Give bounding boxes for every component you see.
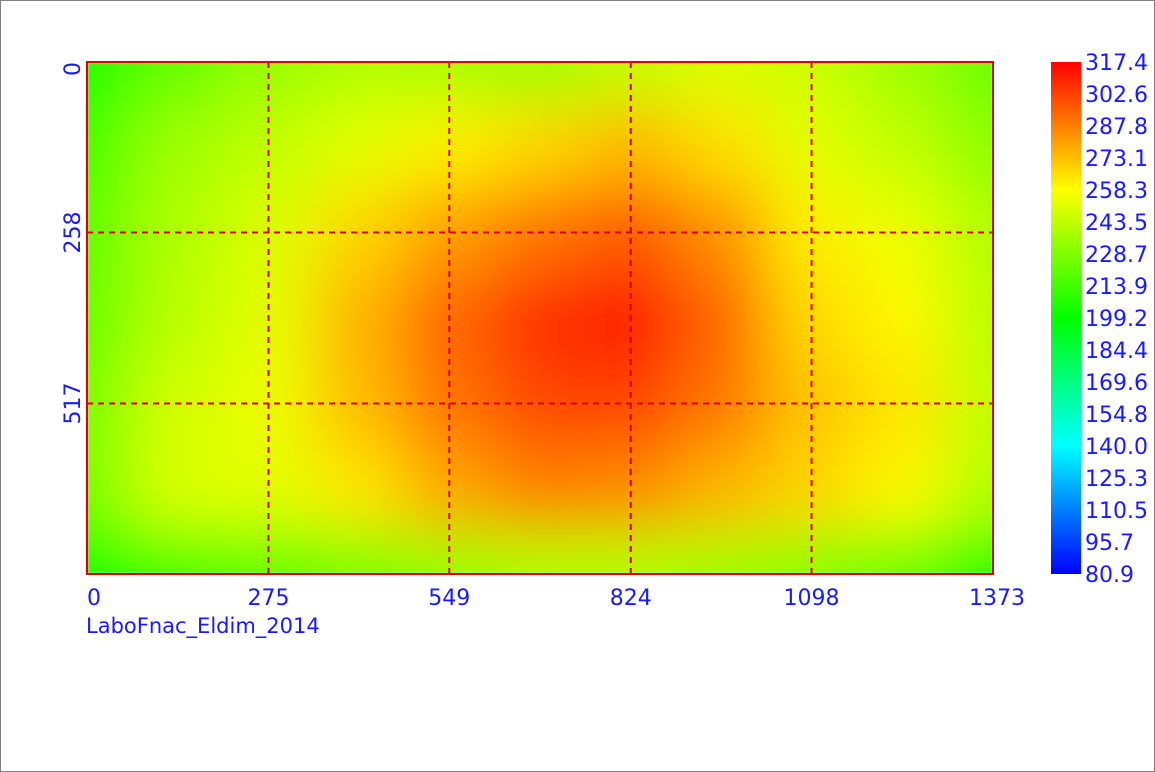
chart-caption: LaboFnac_Eldim_2014 xyxy=(86,614,320,639)
colorbar-label: 213.9 xyxy=(1085,275,1148,300)
heat-cell xyxy=(947,275,993,361)
colorbar-label: 243.5 xyxy=(1085,211,1148,236)
colorbar-label: 110.5 xyxy=(1085,499,1148,524)
heatmap-surface xyxy=(87,62,993,574)
x-axis-ticks: 0 275 549 824 1098 1373 xyxy=(87,586,1025,611)
colorbar-label: 228.7 xyxy=(1085,243,1148,268)
colorbar-label: 154.8 xyxy=(1085,403,1148,428)
heat-cell xyxy=(857,62,948,105)
colorbar-label: 169.6 xyxy=(1085,371,1148,396)
heat-cell xyxy=(87,275,133,361)
x-tick-label: 549 xyxy=(428,586,470,611)
colorbar-label: 317.4 xyxy=(1085,51,1148,76)
heat-cell xyxy=(132,104,223,190)
heat-cell xyxy=(132,275,223,361)
x-tick-label: 275 xyxy=(247,586,289,611)
heat-cell xyxy=(313,360,405,447)
y-tick-label: 517 xyxy=(61,383,86,425)
y-axis-ticks: 0 258 517 xyxy=(61,62,86,425)
colorbar-label: 302.6 xyxy=(1085,83,1148,108)
colorbar-label: 273.1 xyxy=(1085,147,1148,172)
y-tick-label: 258 xyxy=(61,211,86,253)
colorbar-label: 287.8 xyxy=(1085,115,1148,140)
heat-cell xyxy=(494,62,586,105)
colorbar-label: 258.3 xyxy=(1085,179,1148,204)
y-tick-label: 0 xyxy=(61,62,86,76)
heat-cell xyxy=(857,531,948,574)
heat-cell xyxy=(494,104,586,190)
heat-cell xyxy=(87,531,133,574)
heat-cell xyxy=(857,275,948,361)
colorbar-label: 125.3 xyxy=(1085,467,1148,492)
heat-cell xyxy=(313,275,405,361)
heat-cell xyxy=(313,104,405,190)
colorbar-label: 184.4 xyxy=(1085,339,1148,364)
heat-cell xyxy=(675,104,767,190)
heat-cell xyxy=(87,62,133,105)
x-tick-label: 0 xyxy=(87,586,101,611)
heat-cell xyxy=(494,531,586,574)
heat-cell xyxy=(675,446,767,532)
heat-cell xyxy=(494,275,586,361)
heat-cell xyxy=(857,104,948,190)
colorbar-label: 140.0 xyxy=(1085,435,1148,460)
heat-cell xyxy=(132,531,223,574)
grid-lines xyxy=(87,62,993,574)
heat-cell xyxy=(87,446,133,532)
heat-cell xyxy=(675,62,767,105)
heat-cell xyxy=(87,104,133,190)
heat-cell xyxy=(947,531,993,574)
colorbar-label: 80.9 xyxy=(1085,563,1134,588)
heat-cell xyxy=(857,446,948,532)
heat-cell xyxy=(947,104,993,190)
heat-cell xyxy=(313,531,405,574)
colorbar-labels: 317.4 302.6 287.8 273.1 258.3 243.5 228.7 213.9… xyxy=(1085,51,1148,588)
x-tick-label: 1373 xyxy=(969,586,1025,611)
heat-cell xyxy=(947,62,993,105)
heat-cell xyxy=(313,62,405,105)
heat-cell xyxy=(132,62,223,105)
heat-cell xyxy=(313,446,405,532)
x-tick-label: 824 xyxy=(610,586,652,611)
x-tick-label: 1098 xyxy=(784,586,840,611)
plot-frame xyxy=(86,61,994,575)
heat-cell xyxy=(675,531,767,574)
heat-cell xyxy=(675,275,767,361)
colorbar xyxy=(1051,62,1081,574)
heat-cell xyxy=(947,446,993,532)
heat-cell xyxy=(313,189,405,276)
colorbar-label: 95.7 xyxy=(1085,531,1134,556)
heat-cell xyxy=(132,446,223,532)
heat-cell xyxy=(494,446,586,532)
colorbar-label: 199.2 xyxy=(1085,307,1148,332)
